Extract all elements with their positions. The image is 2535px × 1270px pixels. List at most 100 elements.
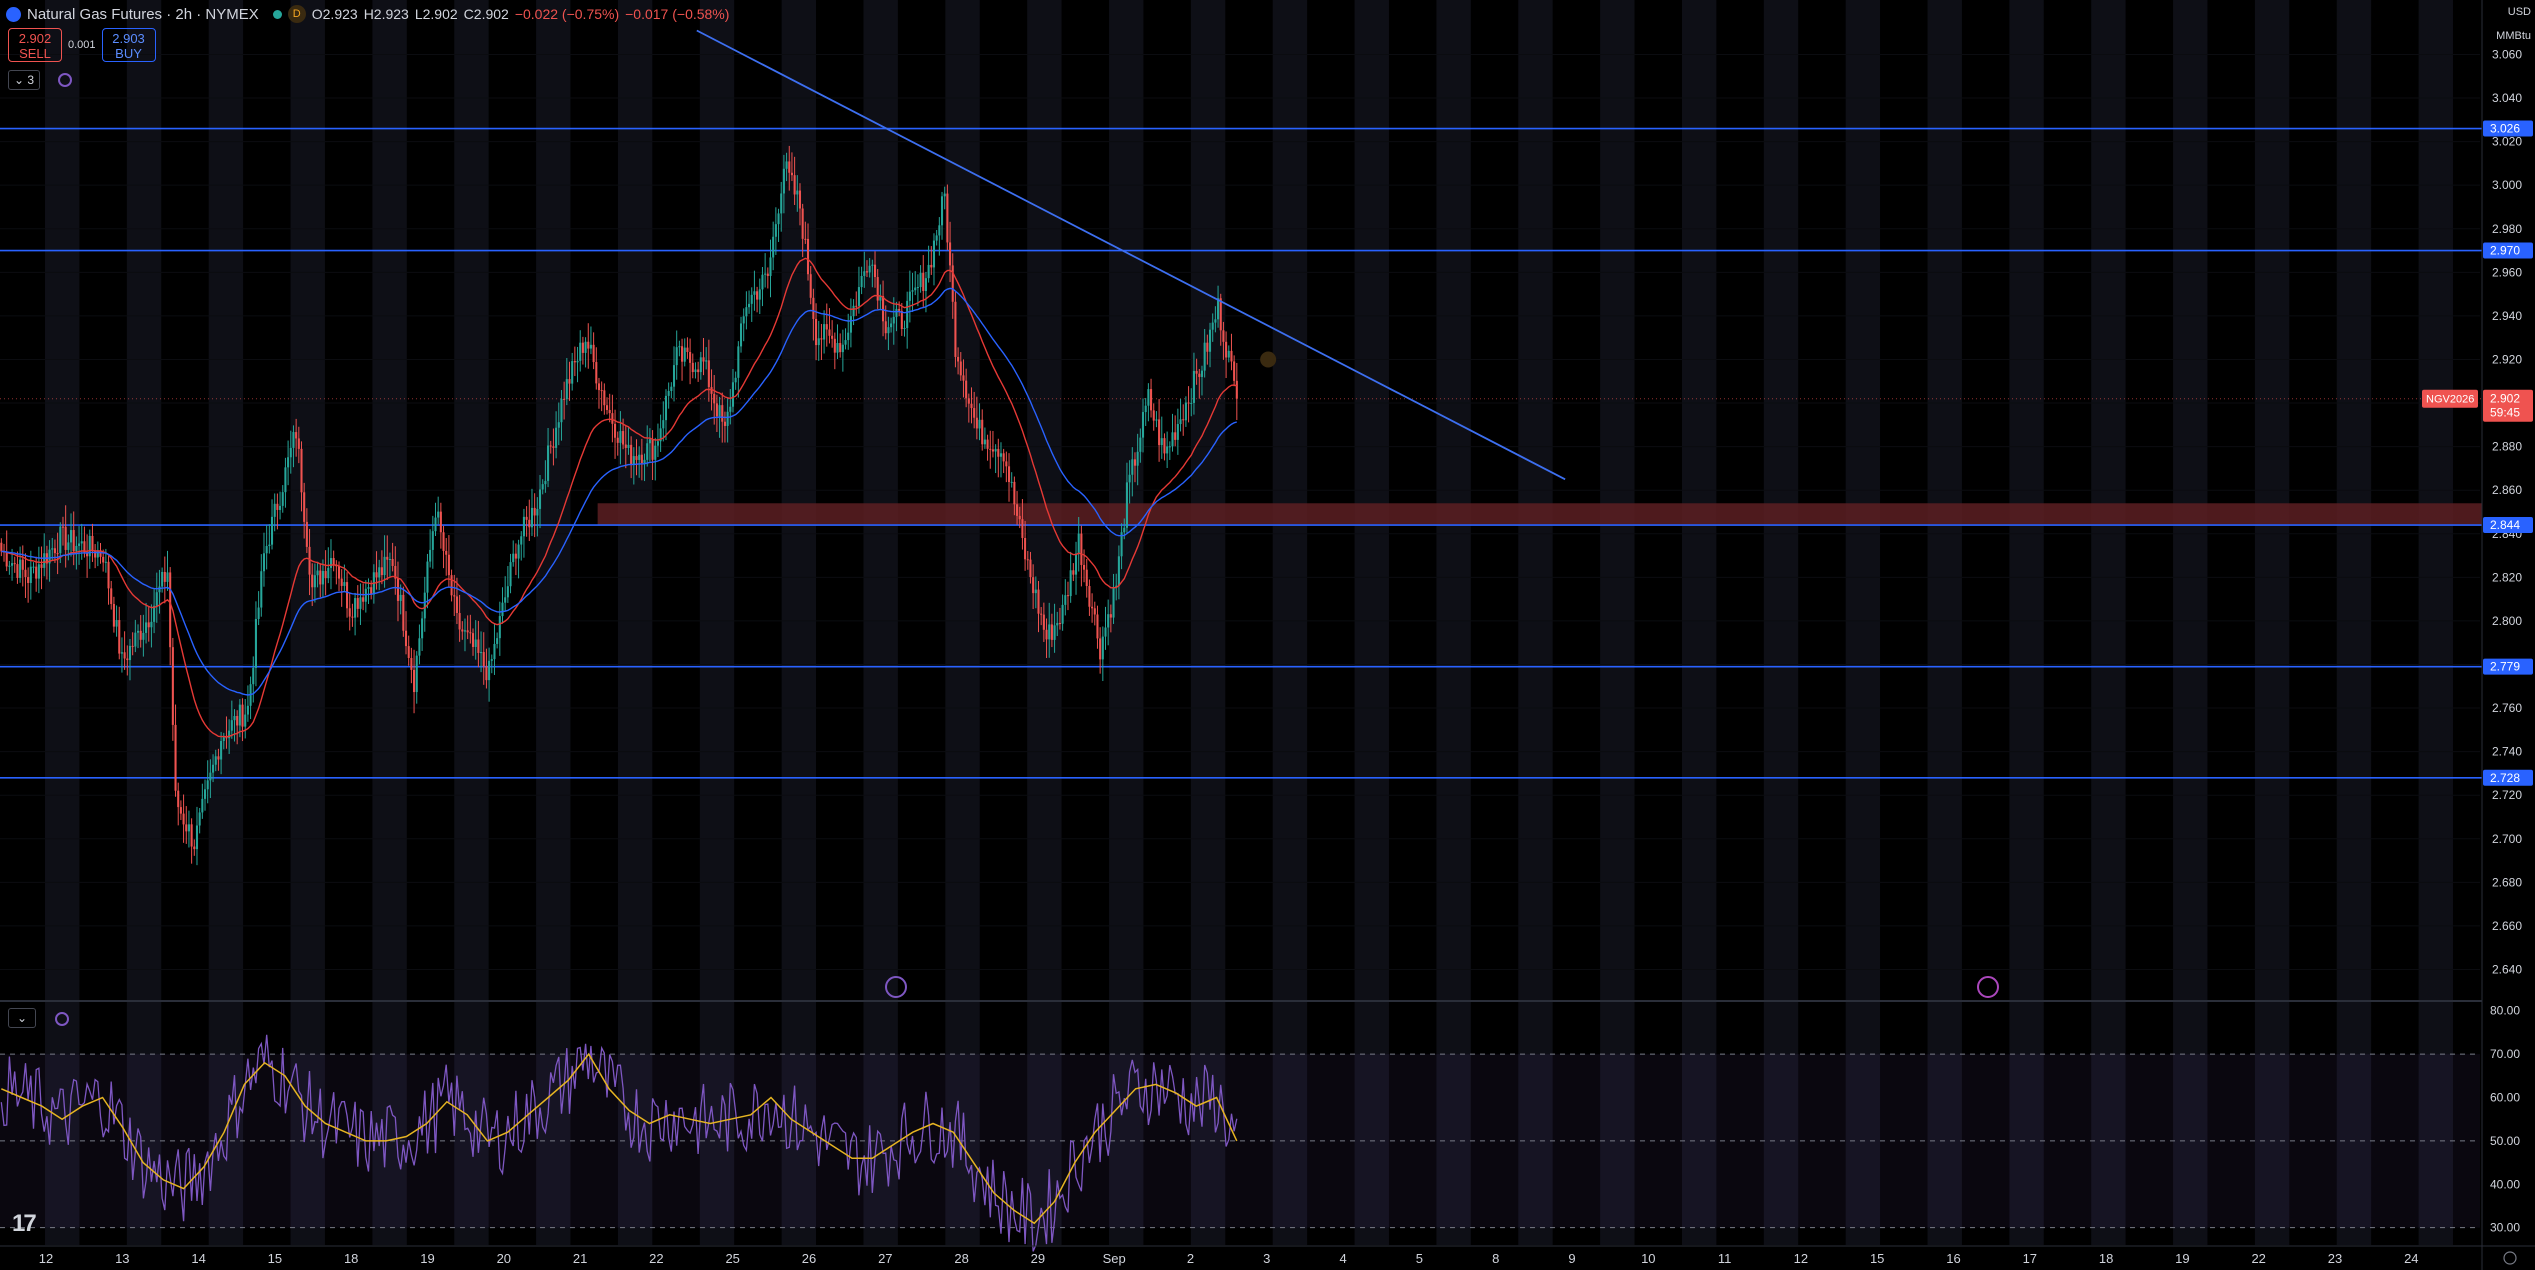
candle-body: [496, 638, 499, 644]
grid: [0, 53, 2480, 970]
candle-body: [777, 213, 780, 225]
candle-body: [1187, 402, 1190, 404]
candle-body: [879, 296, 882, 301]
horizontal-levels: [0, 127, 2482, 779]
candle-body: [220, 740, 223, 760]
candle-body: [321, 570, 324, 585]
candle-body: [1179, 419, 1182, 425]
time-tick-label: 27: [878, 1251, 892, 1266]
candle-body: [383, 556, 386, 576]
candle-body: [429, 549, 432, 562]
session-band: [208, 0, 244, 1245]
candle-body: [99, 550, 102, 557]
session-band: [290, 0, 325, 1245]
candle-body: [748, 303, 751, 308]
price-tick-label: 2.860: [2492, 483, 2522, 497]
time-tick-label: 26: [802, 1251, 816, 1266]
candle-body: [595, 362, 598, 384]
candle-body: [970, 403, 973, 409]
candle-body: [932, 240, 936, 268]
candle-body: [1037, 589, 1040, 614]
candle-body: [1109, 614, 1112, 618]
candle-body: [1176, 424, 1179, 440]
candle-body: [876, 277, 879, 301]
candle-body: [812, 297, 815, 319]
candle-body: [265, 546, 268, 554]
candle-body: [522, 516, 525, 537]
candle-body: [166, 572, 169, 582]
candle-body: [1080, 533, 1083, 565]
candle-body: [957, 356, 960, 362]
candle-body: [694, 369, 697, 373]
candle-body: [380, 567, 383, 576]
candle-body: [1024, 537, 1027, 560]
currency-label[interactable]: USD: [2507, 6, 2531, 18]
candle-body: [337, 566, 341, 579]
candle-body: [102, 556, 105, 563]
candle-body: [705, 360, 708, 362]
candle-body: [1174, 432, 1177, 440]
candle-body: [512, 553, 515, 563]
candle-body: [131, 645, 134, 647]
candle-body: [667, 391, 670, 396]
level-tag-label: 3.026: [2490, 122, 2520, 136]
rsi-collapse-button[interactable]: ⌄: [8, 1008, 36, 1028]
candle-body: [1074, 553, 1078, 575]
tradingview-logo-icon[interactable]: 17: [12, 1210, 37, 1237]
candle-body: [404, 630, 408, 647]
candle-body: [295, 432, 298, 439]
candle-body: [1096, 614, 1099, 639]
candle-body: [557, 422, 560, 428]
candle-body: [624, 444, 627, 448]
sell-button[interactable]: 2.902 SELL: [8, 28, 62, 62]
candle-body: [576, 360, 579, 363]
price-tick-label: 3.020: [2492, 135, 2522, 149]
candle-body: [1190, 402, 1193, 404]
candle-body: [303, 492, 306, 522]
buy-button[interactable]: 2.903 BUY: [101, 28, 156, 62]
candle-body: [13, 563, 16, 565]
candle-body: [1198, 373, 1201, 377]
candle-body: [421, 618, 424, 639]
candle-body: [1192, 370, 1195, 403]
candle-body: [329, 558, 333, 568]
candle-body: [820, 338, 823, 340]
candle-body: [863, 271, 866, 276]
candle-body: [975, 417, 978, 429]
candle-body: [246, 705, 249, 715]
candle-body: [203, 789, 207, 799]
candle-body: [354, 598, 357, 618]
candle-body: [260, 571, 263, 608]
candle-body: [268, 544, 271, 547]
candle-body: [697, 369, 700, 373]
candle-body: [305, 521, 308, 547]
symbol-tag-label: NGV2026: [2426, 394, 2474, 406]
settings-gear-icon[interactable]: [58, 73, 72, 87]
candle-body: [43, 553, 46, 568]
candle-body: [1128, 474, 1131, 483]
candle-body: [721, 405, 724, 422]
price-tick-label: 2.720: [2492, 788, 2522, 802]
candle-body: [179, 807, 182, 814]
price-tick-label: 3.060: [2492, 47, 2522, 61]
candle-body: [1077, 533, 1080, 554]
candle-body: [552, 446, 555, 448]
candle-body: [517, 544, 520, 559]
candle-body: [504, 597, 507, 603]
indicators-toggle-button[interactable]: ⌄ 3: [8, 70, 40, 90]
close-value: C2.902: [463, 6, 509, 22]
time-tick-label: 9: [1568, 1251, 1575, 1266]
session-band: [45, 0, 80, 1245]
rsi-settings-gear-icon[interactable]: [55, 1012, 69, 1026]
candle-body: [391, 558, 394, 566]
candle-body: [855, 305, 858, 307]
session-band: [1763, 0, 1799, 1245]
candle-body: [488, 660, 491, 681]
chart-title[interactable]: Natural Gas Futures · 2h · NYMEX: [27, 5, 259, 23]
level-tag-label: 2.728: [2490, 771, 2520, 785]
indicator-count: 3: [27, 73, 35, 87]
unit-label[interactable]: MMBtu: [2496, 30, 2531, 42]
candle-body: [91, 535, 94, 551]
candle-body: [672, 365, 676, 387]
